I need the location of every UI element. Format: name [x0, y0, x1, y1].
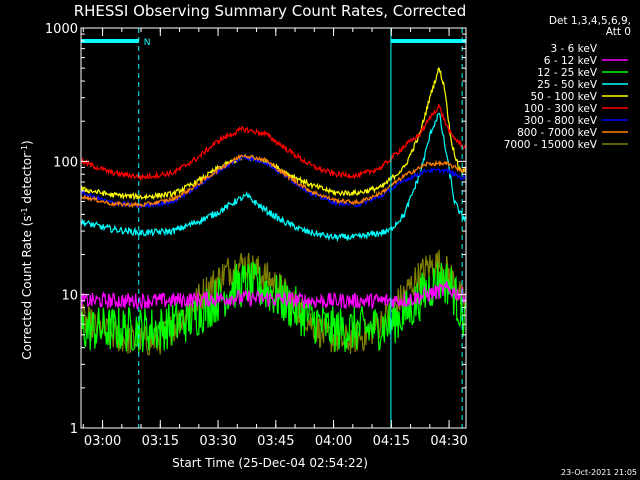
- x-axis-label: Start Time (25-Dec-04 02:54:22): [172, 456, 368, 470]
- y-tick-label-3: 100: [53, 155, 78, 170]
- legend-label-9: 7000 - 15000 keV: [504, 139, 598, 151]
- flag-label: N: [144, 38, 151, 48]
- series-line-4: [80, 112, 467, 243]
- y-label-part-5: ): [20, 140, 34, 145]
- legend-label-3: 12 - 25 keV: [537, 67, 598, 79]
- y-label-part-3: detector: [20, 153, 34, 208]
- series-line-6: [80, 104, 467, 182]
- series-line-8: [80, 153, 467, 209]
- legend-label-7: 300 - 800 keV: [524, 115, 598, 127]
- y-label-part-2: -1: [20, 207, 29, 215]
- legend-title-line-2: Att 0: [606, 26, 631, 38]
- y-tick-label-1: 1: [70, 422, 78, 437]
- x-tick-label-6: 04:15: [373, 434, 410, 449]
- y-label-part-4: -1: [20, 145, 29, 153]
- legend-label-6: 100 - 300 keV: [524, 103, 598, 115]
- y-label-part-1: Corrected Count Rate (s: [20, 215, 34, 359]
- legend-label-8: 800 - 7000 keV: [517, 127, 598, 139]
- x-tick-label-7: 04:30: [430, 434, 467, 449]
- series-line-5: [80, 67, 467, 201]
- series-line-1: [80, 268, 467, 431]
- x-tick-label-3: 03:30: [199, 434, 236, 449]
- chart-title: RHESSI Observing Summary Count Rates, Co…: [74, 2, 467, 20]
- plot-frame: [80, 27, 467, 429]
- y-tick-label-2: 10: [61, 289, 78, 304]
- legend-label-1: 3 - 6 keV: [550, 43, 597, 55]
- series-line-2: [80, 281, 467, 311]
- series-line-7: [80, 155, 467, 210]
- x-tick-label-1: 03:00: [84, 434, 121, 449]
- x-tick-label-2: 03:15: [142, 434, 179, 449]
- legend-label-4: 25 - 50 keV: [537, 79, 598, 91]
- axes: N 1 10 100 1000 03:00 03:15 03:30 03:45 04:00 04:1…: [45, 22, 468, 449]
- plot-area: [80, 67, 467, 431]
- legend-title-line-1: Det 1,3,4,5,6,9,: [549, 15, 631, 27]
- y-axis-label: Corrected Count Rate (s-1 detector-1): [20, 140, 35, 359]
- footer-timestamp: 23-Oct-2021 21:05: [561, 468, 637, 477]
- x-tick-label-4: 03:45: [257, 434, 294, 449]
- y-tick-label-4: 1000: [45, 22, 78, 37]
- legend-label-5: 50 - 100 keV: [530, 91, 597, 103]
- legend-label-2: 6 - 12 keV: [544, 55, 598, 67]
- series-line-3: [80, 260, 467, 353]
- x-tick-label-5: 04:00: [315, 434, 352, 449]
